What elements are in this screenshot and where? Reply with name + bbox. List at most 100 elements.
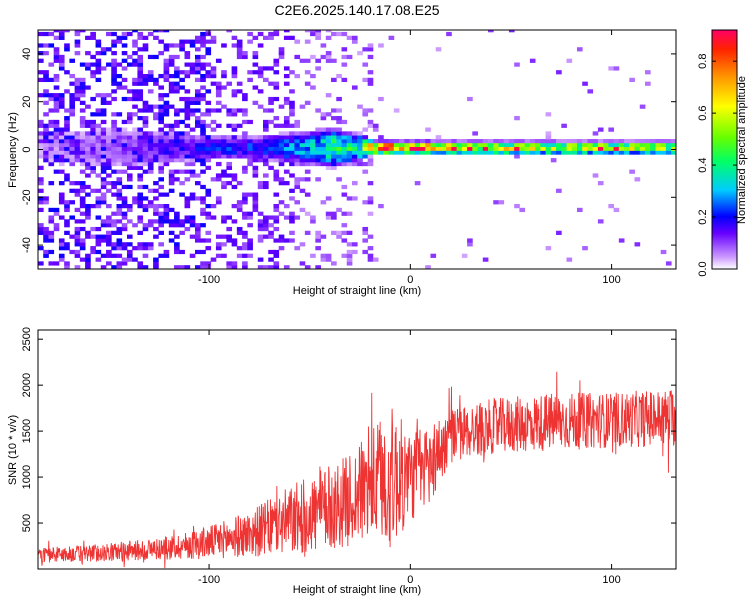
spectrogram-cell — [529, 58, 536, 63]
spectrogram-cell — [215, 81, 222, 86]
spectrogram-cell — [74, 230, 81, 235]
spectrogram-cell — [132, 142, 138, 148]
spectrogram-cell — [289, 146, 295, 151]
spectrogram-cell — [69, 96, 76, 102]
spectrogram-cell — [545, 146, 552, 151]
spectrogram-cell — [304, 177, 311, 182]
spectrogram-cell — [247, 242, 253, 247]
spectrogram-cell — [388, 35, 395, 40]
spectrogram-cell — [236, 207, 243, 213]
spectrogram-cell — [346, 242, 353, 247]
spectrogram-cell — [126, 207, 133, 213]
spectrogram-cell — [48, 207, 55, 213]
spectrogram-cell — [85, 265, 91, 269]
spectrogram-cell — [634, 242, 641, 247]
spectrogram-cell — [320, 54, 327, 60]
spectrogram-cell — [263, 66, 269, 71]
spectrogram-cell — [58, 257, 65, 262]
spectrogram-cell — [247, 253, 253, 258]
spectrogram-cell — [100, 154, 107, 159]
spectrogram-cell — [142, 47, 149, 52]
spectrogram-cell — [132, 138, 138, 144]
spectrogram-cell — [336, 234, 342, 239]
spectrogram-cell — [545, 142, 552, 148]
spectrogram-cell — [74, 89, 81, 94]
spectrogram-cell — [273, 138, 280, 144]
spectrogram-cell — [257, 104, 264, 109]
spectrogram-cell — [576, 146, 583, 151]
spectrogram-cell — [289, 108, 295, 113]
spectrogram-cell — [53, 158, 60, 163]
spectrogram-cell — [315, 30, 321, 33]
spectrogram-cell — [106, 253, 112, 258]
spectrogram-cell — [404, 146, 410, 151]
spectrogram-cell — [189, 135, 196, 140]
spectrogram-cell — [498, 146, 505, 151]
spectrogram-cell — [137, 184, 144, 190]
spectrogram-cell — [346, 211, 353, 216]
spectrogram-cell — [446, 31, 452, 37]
spectrogram-cell — [116, 196, 123, 201]
spectrogram-cell — [215, 161, 222, 167]
spectrogram-cell — [252, 138, 259, 144]
spectrogram-cell — [58, 35, 65, 40]
spectrogram-cell — [362, 108, 369, 113]
spectrogram-cell — [289, 161, 295, 167]
spectrogram-cell — [655, 150, 662, 155]
spectrogram-cell — [425, 265, 431, 269]
spectrogram-cell — [137, 131, 144, 136]
spectrogram-cell — [367, 142, 374, 148]
spectrogram-cell — [100, 200, 107, 205]
spectrogram-cell — [132, 131, 138, 136]
spectrogram-cell — [221, 253, 227, 258]
spectrogram-cell — [263, 161, 269, 167]
spectrogram-cell — [194, 93, 201, 98]
spectrogram-cell — [38, 77, 44, 83]
spectrogram-cell — [289, 89, 295, 94]
spectrogram-cell — [215, 177, 222, 182]
spectrogram-cell — [106, 146, 112, 151]
spectrogram-cell — [639, 142, 646, 148]
spectrogram-cell — [189, 142, 196, 148]
spectrogram-cell — [111, 89, 117, 94]
spectrogram-cell — [174, 73, 180, 79]
spectrogram-cell — [665, 138, 672, 144]
spectrogram-cell — [289, 211, 295, 216]
spectrogram-cell — [283, 81, 290, 86]
spectrogram-cell — [100, 108, 107, 113]
spectrogram-cell — [74, 43, 81, 48]
spectrogram-cell — [48, 234, 55, 239]
spectrogram-cell — [304, 100, 311, 105]
spectrogram-cell — [215, 93, 222, 98]
spectrogram-cell — [566, 146, 573, 151]
spectrogram-cell — [331, 158, 337, 163]
spectrogram-cell — [294, 184, 301, 190]
spectrogram-cell — [85, 215, 91, 220]
spectrogram-cell — [137, 246, 144, 251]
spectrogram-cell — [48, 158, 55, 163]
spectrogram-cell — [289, 154, 295, 159]
spectrogram-cell — [100, 150, 107, 155]
spectrogram-cell — [116, 226, 123, 232]
spectrogram-cell — [147, 203, 154, 209]
spectrogram-cell — [278, 181, 285, 186]
spectrogram-cell — [153, 150, 159, 155]
spectrogram-cell — [137, 200, 144, 205]
spectrogram-cell — [121, 135, 128, 140]
spectrogram-cell — [346, 158, 353, 163]
spectrogram-cell — [116, 62, 123, 67]
spectrogram-cell — [79, 138, 86, 144]
spectrogram-cell — [247, 119, 253, 125]
spectrogram-cell — [351, 131, 358, 136]
spectrogram-cell — [106, 142, 112, 148]
spectrogram-cell — [514, 62, 520, 67]
spectrogram-cell — [100, 161, 107, 167]
spectrogram-cell — [100, 138, 107, 144]
spectrogram-cell — [111, 73, 117, 79]
spectrogram-cell — [158, 30, 164, 33]
spectrogram-cell — [200, 66, 206, 71]
spectrogram-cell — [357, 131, 363, 136]
spectrogram-cell — [310, 73, 316, 79]
spectrogram-cell — [74, 135, 81, 140]
spectrogram-cell — [341, 31, 348, 37]
